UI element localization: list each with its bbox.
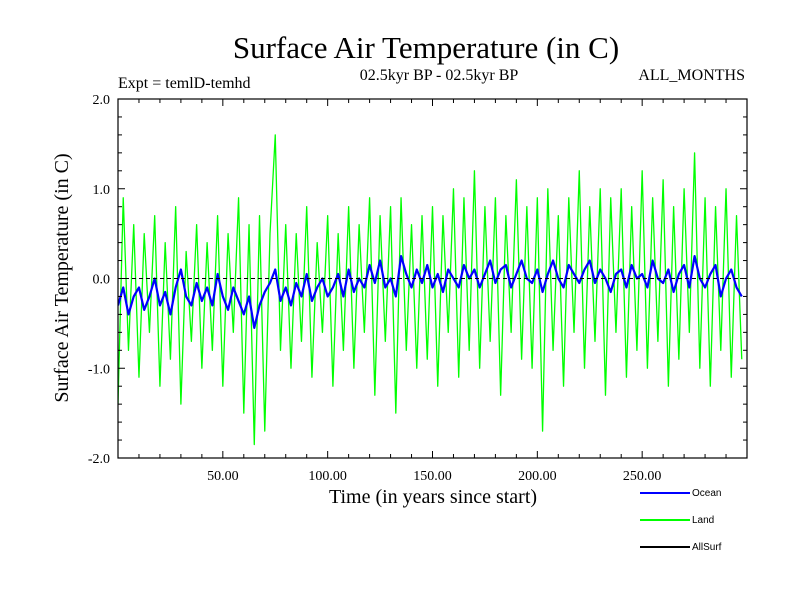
legend-label-land: Land (692, 515, 714, 526)
legend-label-allsurf: AllSurf (692, 542, 722, 553)
x-tick-label: 150.00 (413, 469, 452, 484)
x-tick-label: 50.00 (207, 469, 239, 484)
series-line-land (118, 134, 743, 446)
y-tick-label: 0.0 (93, 273, 111, 288)
chart-subtitle-right: ALL_MONTHS (638, 67, 745, 84)
chart-subtitle-left: Expt = temlD-temhd (118, 75, 251, 92)
series-line-ocean (118, 254, 743, 329)
x-tick-label: 250.00 (623, 469, 662, 484)
y-axis-label: Surface Air Temperature (in C) (51, 153, 73, 402)
legend: Ocean Land AllSurf (640, 488, 722, 553)
y-tick-label: 1.0 (93, 183, 111, 198)
x-tick-label: 200.00 (518, 469, 557, 484)
x-tick-label: 100.00 (308, 469, 347, 484)
y-tick-label: 2.0 (93, 93, 111, 108)
ticks-layer: 50.00 100.00 150.00 200.00 250.00 -2.0 -1.0 0.0… (88, 93, 747, 484)
chart-title: Surface Air Temperature (in C) (233, 30, 619, 65)
chart-subtitle-center: 02.5kyr BP - 02.5kyr BP (360, 67, 519, 84)
series-layer (118, 134, 743, 446)
x-axis-label: Time (in years since start) (329, 486, 537, 508)
legend-label-ocean: Ocean (692, 488, 721, 499)
y-tick-label: -2.0 (88, 452, 110, 467)
y-tick-label: -1.0 (88, 362, 110, 377)
